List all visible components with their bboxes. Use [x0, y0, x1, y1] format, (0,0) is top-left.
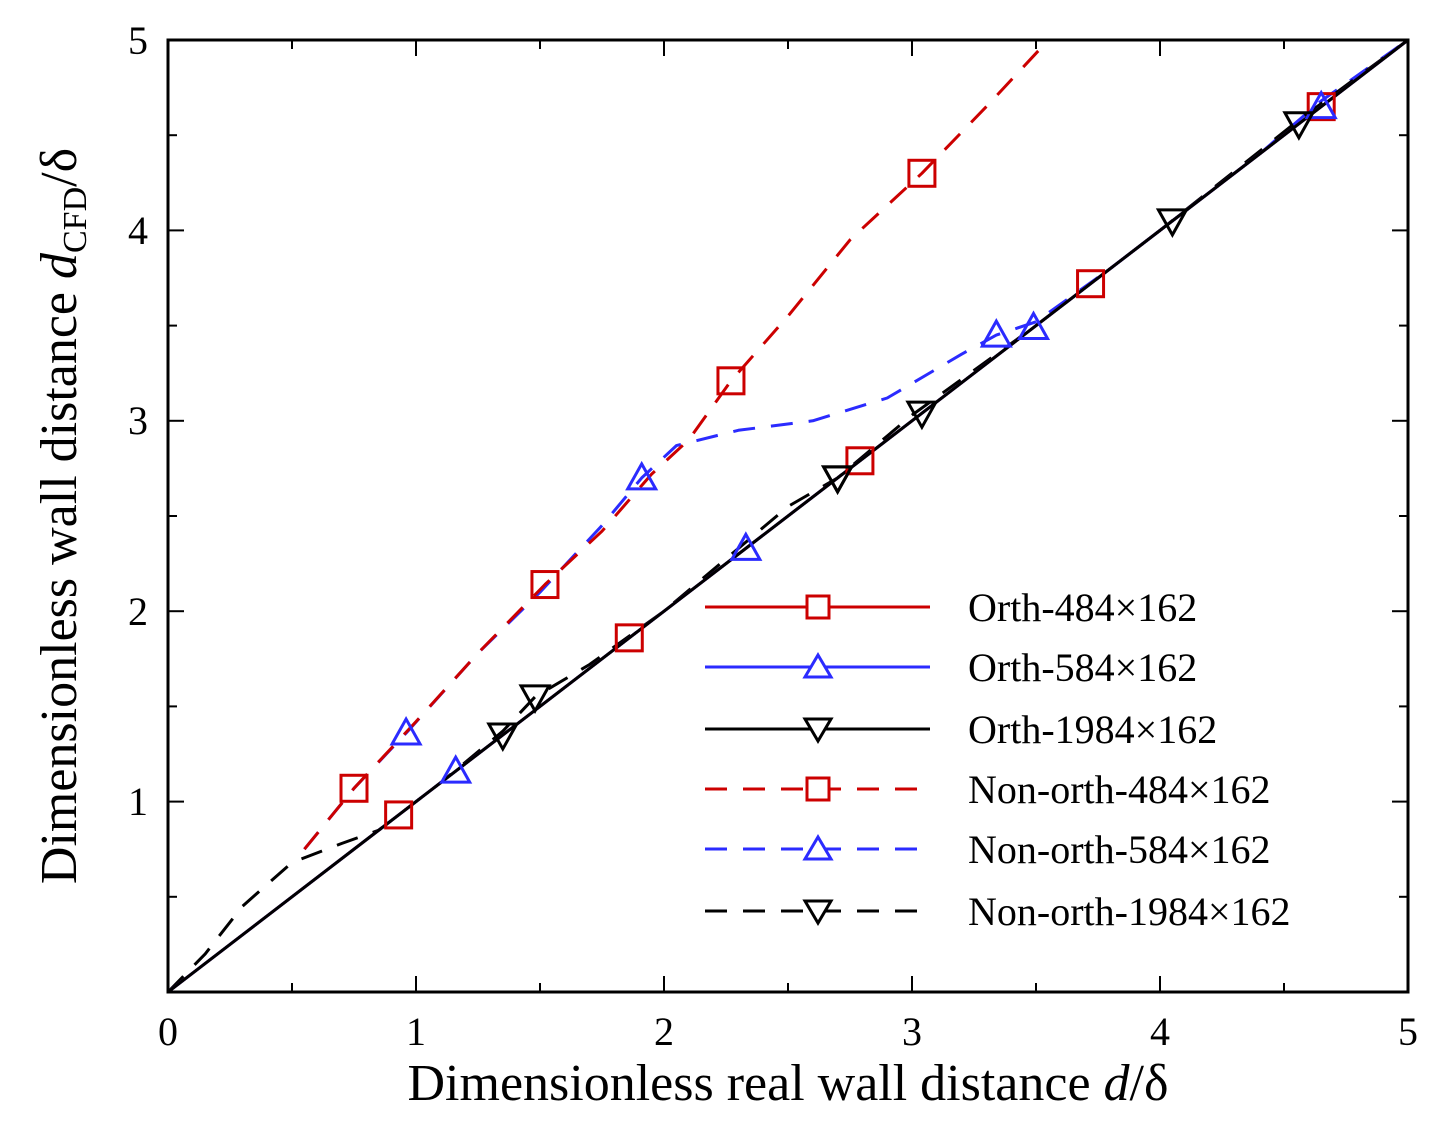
legend-label-2: Orth-1984×162	[968, 707, 1217, 752]
y-tick-label-4: 4	[128, 208, 148, 253]
marker-non-orth-484x162-1	[530, 570, 560, 600]
legend-entry-5: Non-orth-1984×162	[705, 889, 1291, 934]
x-axis-title: Dimensionless real wall distance d/δ	[408, 1055, 1169, 1112]
legend-marker-1	[802, 652, 834, 679]
series-line-non-orth-1984x162	[168, 40, 1408, 992]
y-tick-label-5: 5	[128, 18, 148, 63]
legend-label-1: Orth-584×162	[968, 645, 1197, 690]
marker-orth-1984x162-4	[1282, 111, 1316, 141]
legend-entry-0: Orth-484×162	[705, 585, 1197, 630]
y-tick-label-1: 1	[128, 779, 148, 824]
legend-label-3: Non-orth-484×162	[968, 767, 1271, 812]
legend-entry-2: Orth-1984×162	[705, 707, 1217, 752]
legend-label-4: Non-orth-584×162	[968, 827, 1271, 872]
marker-orth-584x162-1	[729, 531, 763, 561]
legend-marker-4	[802, 834, 834, 861]
legend-marker-0	[805, 594, 831, 620]
marker-non-orth-484x162-0	[339, 773, 369, 803]
marker-non-orth-1984x162-1	[821, 465, 855, 495]
marker-non-orth-584x162-0	[389, 715, 423, 746]
legend: Orth-484×162 Orth-584×162 Orth-1984×162 …	[705, 585, 1291, 934]
marker-layer	[339, 89, 1338, 830]
marker-orth-584x162-0	[439, 754, 473, 784]
marker-orth-484x162-3	[1076, 269, 1106, 299]
legend-entry-3: Non-orth-484×162	[705, 767, 1271, 812]
tick-layer	[167, 39, 1409, 993]
legend-marker-5	[802, 899, 834, 926]
marker-orth-484x162-0	[384, 800, 414, 830]
marker-non-orth-484x162-2	[716, 366, 746, 396]
marker-orth-584x162-2	[1016, 310, 1051, 341]
x-tick-label-3: 3	[902, 1009, 922, 1054]
y-axis-title: Dimensionless wall distance dCFD/δ	[31, 148, 94, 884]
legend-label-5: Non-orth-1984×162	[968, 889, 1291, 934]
legend-entry-4: Non-orth-584×162	[705, 827, 1271, 872]
marker-orth-584x162-3	[1304, 89, 1338, 120]
series-line-non-orth-484x162	[303, 40, 1050, 851]
marker-non-orth-584x162-2	[979, 318, 1013, 348]
y-tick-label-2: 2	[128, 589, 148, 634]
legend-entry-1: Orth-584×162	[705, 645, 1197, 690]
marker-orth-484x162-2	[845, 446, 875, 476]
x-tick-label-5: 5	[1398, 1009, 1418, 1054]
legend-label-0: Orth-484×162	[968, 585, 1197, 630]
x-tick-label-2: 2	[654, 1009, 674, 1054]
marker-non-orth-584x162-1	[625, 460, 659, 491]
series-line-orth-1984x162	[168, 40, 1408, 992]
marker-orth-1984x162-3	[1155, 208, 1189, 238]
legend-marker-2	[802, 717, 834, 744]
y-tick-label-3: 3	[128, 398, 148, 443]
marker-orth-1984x162-2	[905, 400, 939, 431]
legend-marker-3	[805, 776, 831, 802]
x-tick-label-0: 0	[158, 1009, 178, 1054]
marker-orth-1984x162-0	[486, 722, 520, 753]
marker-orth-484x162-1	[614, 623, 644, 653]
marker-non-orth-484x162-3	[907, 158, 937, 188]
marker-non-orth-1984x162-0	[518, 684, 552, 714]
x-tick-label-1: 1	[406, 1009, 426, 1054]
x-tick-label-4: 4	[1150, 1009, 1170, 1054]
